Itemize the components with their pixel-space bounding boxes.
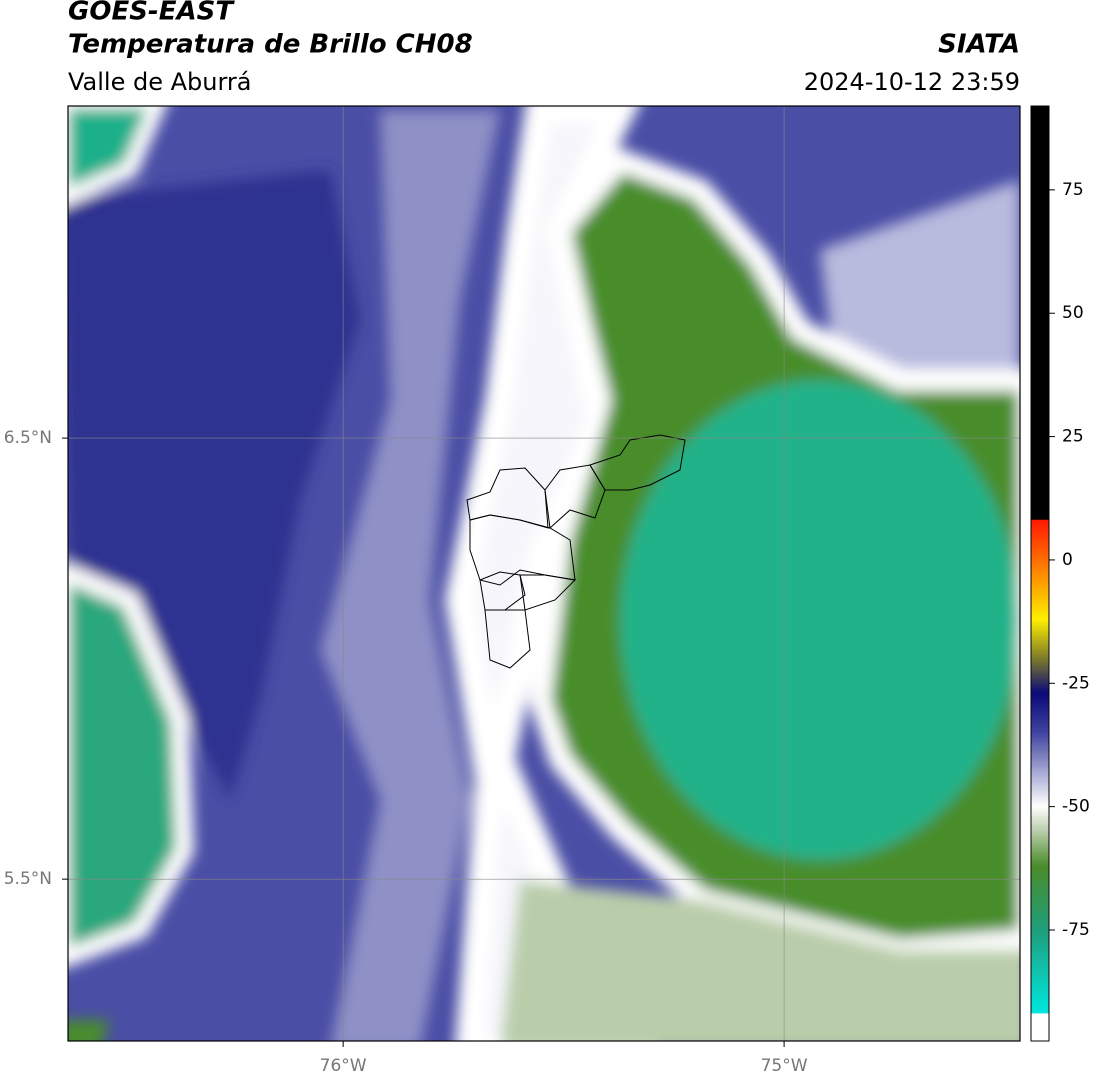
source: SIATA (938, 30, 1020, 60)
y-tick-label: 6.5°N (4, 428, 52, 448)
colorbar-tick-label: 75 (1062, 180, 1084, 200)
colorbar-tick-label: -75 (1062, 920, 1090, 940)
region: Valle de Aburrá (68, 68, 252, 96)
colorbar-tick-label: -50 (1062, 797, 1090, 817)
y-tick-label: 5.5°N (4, 869, 52, 889)
colorbar-tick-label: 0 (1062, 550, 1073, 570)
colorbar (1030, 105, 1050, 1042)
colorbar-tick-label: 50 (1062, 303, 1084, 323)
grid (68, 106, 1020, 1041)
satellite-image (68, 106, 1020, 1041)
title: GOES-EAST (68, 0, 235, 27)
municipal-boundaries (466, 434, 686, 669)
timestamp: 2024-10-12 23:59 (804, 68, 1020, 96)
x-tick-label: 76°W (320, 1056, 367, 1076)
x-tick-label: 75°W (761, 1056, 808, 1076)
colorbar-tick-label: -25 (1062, 673, 1090, 693)
colorbar-tick-label: 25 (1062, 427, 1084, 447)
map-frame (67, 105, 1021, 1042)
subtitle: Temperatura de Brillo CH08 (68, 30, 473, 60)
